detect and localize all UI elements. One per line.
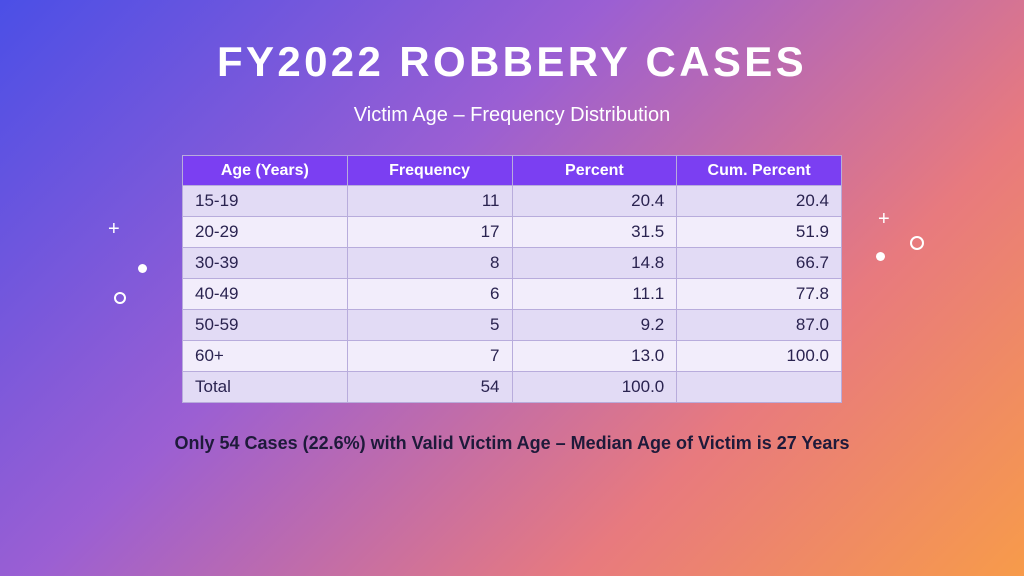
table-cell: 100.0 <box>677 341 842 372</box>
table-cell: 8 <box>347 248 512 279</box>
table-cell: 60+ <box>183 341 348 372</box>
table-cell: 13.0 <box>512 341 677 372</box>
table-row: Total54100.0 <box>183 372 842 403</box>
table-cell: 31.5 <box>512 217 677 248</box>
footer-note: Only 54 Cases (22.6%) with Valid Victim … <box>175 433 850 454</box>
table-cell: 40-49 <box>183 279 348 310</box>
ring-icon <box>114 292 126 304</box>
table-cell: 54 <box>347 372 512 403</box>
table-cell: Total <box>183 372 348 403</box>
table-header-cell: Percent <box>512 156 677 186</box>
table-row: 30-39814.866.7 <box>183 248 842 279</box>
table-cell: 20.4 <box>677 186 842 217</box>
page-subtitle: Victim Age – Frequency Distribution <box>354 104 670 127</box>
table-cell: 7 <box>347 341 512 372</box>
frequency-table: Age (Years)FrequencyPercentCum. Percent … <box>182 155 842 403</box>
frequency-table-wrap: Age (Years)FrequencyPercentCum. Percent … <box>182 155 842 403</box>
table-cell: 66.7 <box>677 248 842 279</box>
table-row: 40-49611.177.8 <box>183 279 842 310</box>
table-cell: 77.8 <box>677 279 842 310</box>
page-title: FY2022 ROBBERY CASES <box>217 38 807 86</box>
table-cell: 100.0 <box>512 372 677 403</box>
table-row: 15-191120.420.4 <box>183 186 842 217</box>
table-header-cell: Cum. Percent <box>677 156 842 186</box>
table-cell: 30-39 <box>183 248 348 279</box>
table-row: 60+713.0100.0 <box>183 341 842 372</box>
table-cell: 14.8 <box>512 248 677 279</box>
table-header-cell: Age (Years) <box>183 156 348 186</box>
table-header-cell: Frequency <box>347 156 512 186</box>
table-body: 15-191120.420.420-291731.551.930-39814.8… <box>183 186 842 403</box>
table-cell: 51.9 <box>677 217 842 248</box>
table-cell: 50-59 <box>183 310 348 341</box>
dot-icon <box>876 252 885 261</box>
table-cell: 6 <box>347 279 512 310</box>
table-cell: 20.4 <box>512 186 677 217</box>
table-header-row: Age (Years)FrequencyPercentCum. Percent <box>183 156 842 186</box>
table-row: 50-5959.287.0 <box>183 310 842 341</box>
table-cell: 87.0 <box>677 310 842 341</box>
main-content: FY2022 ROBBERY CASES Victim Age – Freque… <box>0 0 1024 576</box>
table-cell: 17 <box>347 217 512 248</box>
table-cell: 15-19 <box>183 186 348 217</box>
table-cell: 5 <box>347 310 512 341</box>
table-cell: 11 <box>347 186 512 217</box>
table-cell <box>677 372 842 403</box>
table-cell: 20-29 <box>183 217 348 248</box>
table-cell: 11.1 <box>512 279 677 310</box>
ring-icon <box>910 236 924 250</box>
table-cell: 9.2 <box>512 310 677 341</box>
plus-icon: + <box>878 208 890 231</box>
plus-icon: + <box>108 218 120 241</box>
table-row: 20-291731.551.9 <box>183 217 842 248</box>
dot-icon <box>138 264 147 273</box>
